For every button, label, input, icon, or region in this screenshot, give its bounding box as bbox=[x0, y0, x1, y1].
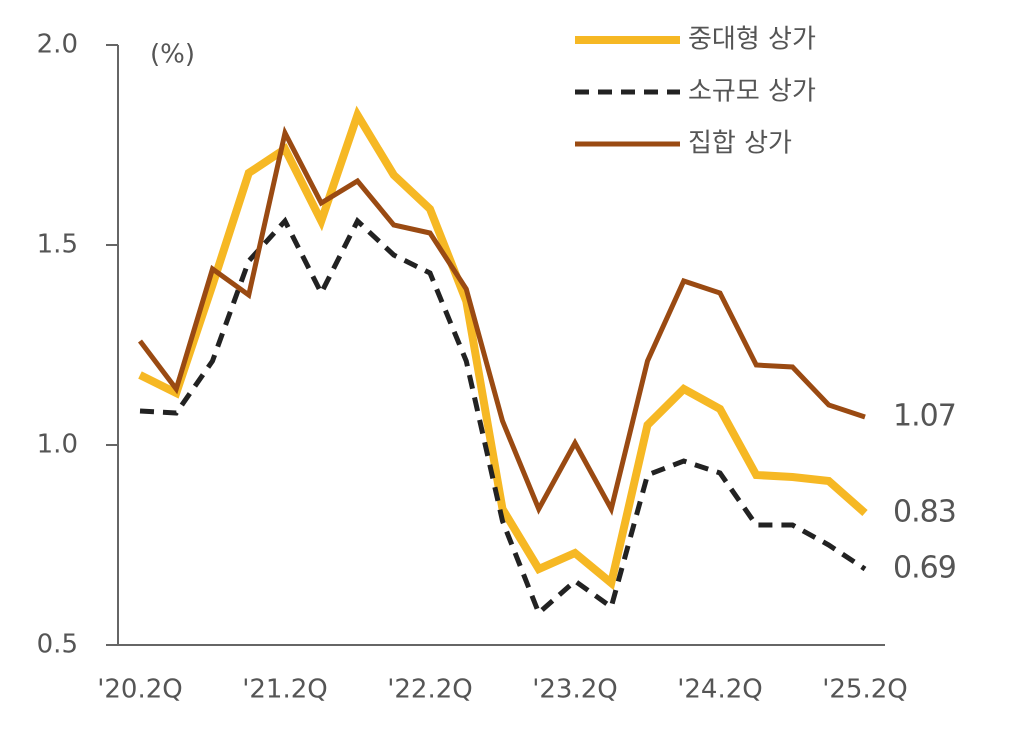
y-tick-label: 1.5 bbox=[37, 230, 78, 260]
legend-label: 중대형 상가 bbox=[688, 25, 816, 55]
x-tick-label: '21.2Q bbox=[242, 675, 328, 705]
series-line bbox=[139, 216, 867, 618]
x-tick-label: '24.2Q bbox=[677, 675, 763, 705]
series-line bbox=[138, 125, 866, 516]
end-value-label: 0.83 bbox=[893, 495, 956, 530]
x-tick-label: '22.2Q bbox=[387, 675, 473, 705]
y-unit-label: (%) bbox=[150, 40, 195, 70]
end-value-label: 1.07 bbox=[893, 399, 956, 434]
y-tick-label: 1.0 bbox=[37, 430, 78, 460]
y-tick-label: 2.0 bbox=[37, 30, 78, 60]
y-tick-label: 0.5 bbox=[37, 630, 78, 660]
x-tick-label: '20.2Q bbox=[97, 675, 183, 705]
x-tick-label: '23.2Q bbox=[532, 675, 618, 705]
legend-label: 집합 상가 bbox=[688, 129, 792, 159]
end-value-label: 0.69 bbox=[893, 551, 956, 586]
x-tick-label: '25.2Q bbox=[822, 675, 908, 705]
legend-label: 소규모 상가 bbox=[688, 77, 816, 107]
series-line bbox=[138, 105, 868, 591]
